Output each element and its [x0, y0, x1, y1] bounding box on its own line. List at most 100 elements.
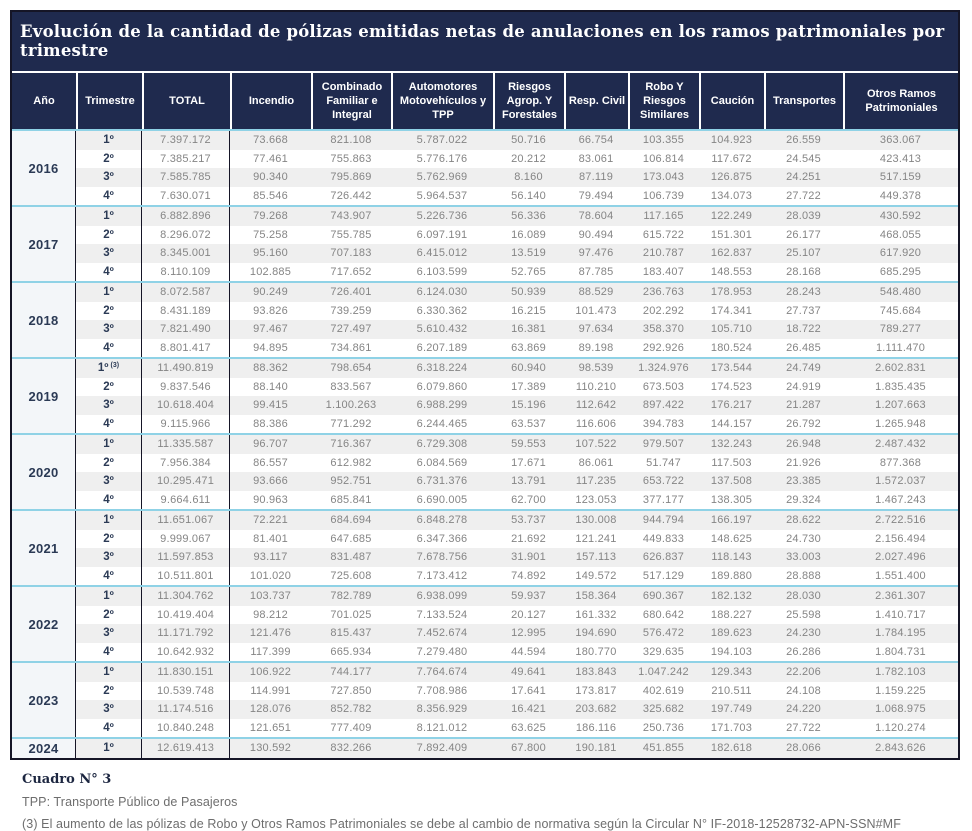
value-cell: 1.804.731: [875, 645, 926, 658]
value-cell: 26.177: [786, 228, 821, 241]
value-cell: 2.722.516: [875, 514, 926, 527]
value-cell: 23.385: [786, 475, 821, 488]
value-cell: 782.789: [330, 590, 372, 603]
value-cell: 104.923: [710, 134, 753, 147]
quarter-cell: 2º: [76, 149, 142, 168]
value-cell: 11.174.516: [142, 700, 230, 719]
value-cell: 21.926: [786, 456, 821, 469]
value-cell: 10.295.471: [142, 472, 230, 491]
value-cell: 49.641: [511, 666, 546, 679]
value-cell: 75.258: [253, 228, 288, 241]
value-cell: 44.594: [511, 645, 546, 658]
value-cell: 26.485: [786, 341, 821, 354]
value-cell: 176.217: [710, 399, 753, 412]
value-cell: 27.722: [786, 721, 821, 734]
quarter-cell: 1º: [76, 663, 142, 682]
table-row: 3º 10.295.471 93.666 952.751 6.731.376 13.791…: [76, 472, 958, 491]
value-cell: 83.061: [578, 152, 614, 165]
value-cell: 20.127: [511, 608, 546, 621]
year-label: 2019: [12, 359, 76, 433]
year-group-2023: 2023 1º 11.830.151 106.922 744.177 7.764.674 4…: [12, 661, 958, 737]
value-cell: 97.476: [578, 247, 614, 260]
value-cell: 6.415.012: [416, 247, 468, 260]
table-row: 3º 11.174.516 128.076 852.782 8.356.929 16.42…: [76, 700, 958, 719]
value-cell: 28.243: [786, 286, 821, 299]
value-cell: 173.817: [575, 684, 617, 697]
table-row: 1º 8.072.587 90.249 726.401 6.124.030 50.939 8…: [76, 283, 958, 302]
value-cell: 89.198: [578, 341, 614, 354]
value-cell: 59.937: [511, 590, 546, 603]
value-cell: 103.737: [249, 590, 292, 603]
value-cell: 8.801.417: [142, 338, 230, 357]
value-cell: 5.762.969: [416, 171, 468, 184]
value-cell: 734.861: [330, 341, 372, 354]
quarter-cell: 3º: [76, 548, 142, 567]
value-cell: 28.622: [786, 514, 821, 527]
column-header-6: Riesgos Agrop. Y Forestales: [493, 73, 564, 129]
value-cell: 93.826: [253, 304, 288, 317]
column-header-2: TOTAL: [142, 73, 230, 129]
table-row: 4º 9.664.611 90.963 685.841 6.690.005 62.700 1…: [76, 490, 958, 509]
value-cell: 6.084.569: [416, 456, 468, 469]
quarter-cell: 4º: [76, 718, 142, 737]
year-label: 2021: [12, 511, 76, 585]
value-cell: 2.602.831: [875, 362, 926, 375]
value-cell: 944.794: [642, 514, 685, 527]
value-cell: 12.619.413: [142, 739, 230, 758]
value-cell: 102.885: [249, 265, 292, 278]
value-cell: 180.770: [575, 645, 617, 658]
value-cell: 877.368: [879, 456, 922, 469]
value-cell: 7.279.480: [416, 645, 468, 658]
value-cell: 1.410.717: [875, 608, 926, 621]
value-cell: 6.347.366: [416, 532, 468, 545]
value-cell: 202.292: [642, 304, 685, 317]
value-cell: 7.708.986: [416, 684, 468, 697]
value-cell: 727.850: [330, 684, 372, 697]
value-cell: 117.165: [643, 210, 684, 223]
value-cell: 449.378: [879, 189, 922, 202]
value-cell: 22.206: [786, 666, 821, 679]
value-cell: 157.113: [575, 551, 617, 564]
value-cell: 77.461: [253, 152, 288, 165]
value-cell: 88.529: [578, 286, 614, 299]
value-cell: 162.837: [710, 247, 753, 260]
value-cell: 5.226.736: [416, 210, 468, 223]
value-cell: 325.682: [642, 703, 685, 716]
value-cell: 833.567: [330, 380, 372, 393]
value-cell: 171.703: [710, 721, 753, 734]
year-group-2021: 2021 1º 11.651.067 72.221 684.694 6.848.278 53…: [12, 509, 958, 585]
quarter-cell: 1º (3): [76, 359, 142, 378]
value-cell: 129.343: [710, 666, 753, 679]
value-cell: 717.652: [330, 265, 372, 278]
value-cell: 6.731.376: [416, 475, 468, 488]
value-cell: 2.361.307: [875, 590, 926, 603]
value-cell: 121.476: [249, 627, 292, 640]
value-cell: 743.907: [330, 210, 372, 223]
value-cell: 53.737: [511, 514, 546, 527]
value-cell: 9.999.067: [142, 529, 230, 548]
value-cell: 13.791: [511, 475, 546, 488]
value-cell: 6.938.099: [416, 590, 468, 603]
value-cell: 7.173.412: [416, 569, 468, 582]
value-cell: 151.301: [710, 228, 753, 241]
quarter-cell: 1º: [76, 435, 142, 454]
value-cell: 1.120.274: [875, 721, 926, 734]
quarter-cell: 2º: [76, 681, 142, 700]
value-cell: 189.623: [710, 627, 753, 640]
value-cell: 17.389: [511, 380, 546, 393]
value-cell: 94.895: [253, 341, 288, 354]
value-cell: 173.544: [710, 362, 753, 375]
value-cell: 103.355: [642, 134, 685, 147]
value-cell: 116.606: [575, 417, 617, 430]
value-cell: 726.401: [330, 286, 372, 299]
value-cell: 726.442: [330, 189, 372, 202]
table-row: 1º 11.651.067 72.221 684.694 6.848.278 53.737…: [76, 511, 958, 530]
value-cell: 6.207.189: [416, 341, 468, 354]
table-row: 4º 7.630.071 85.546 726.442 5.964.537 56.140 7…: [76, 186, 958, 205]
column-header-row: Año Trimestre TOTAL Incendio Combinado Famil…: [12, 73, 958, 129]
table-title: Evolución de la cantidad de pólizas emit…: [12, 12, 958, 73]
value-cell: 118.143: [711, 551, 752, 564]
table-row: 3º 10.618.404 99.415 1.100.263 6.988.299 15.1…: [76, 396, 958, 415]
page: Evolución de la cantidad de pólizas emit…: [10, 10, 960, 831]
value-cell: 78.604: [578, 210, 614, 223]
